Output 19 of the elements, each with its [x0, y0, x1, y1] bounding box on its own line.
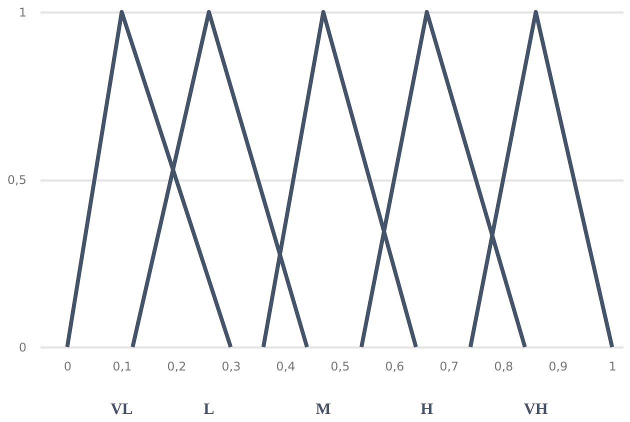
x-tick-label: 1 [608, 360, 616, 374]
text: L [204, 401, 214, 418]
y-tick-label: 0 [18, 340, 26, 354]
text: VL [110, 401, 133, 418]
y-tick-label: 0,5 [7, 173, 26, 187]
text: M [316, 401, 331, 418]
x-tick-label: 0,7 [440, 360, 459, 374]
x-tick-label: 0,6 [385, 360, 404, 374]
x-tick-label: 0,5 [330, 360, 350, 374]
y-tick-label: 1 [18, 6, 26, 20]
x-tick-label: 0,3 [222, 360, 241, 374]
x-tick-label: 0,4 [276, 360, 296, 374]
text: H [420, 401, 434, 418]
x-tick-label: 0,1 [112, 360, 132, 374]
x-tick-label: 0 [64, 360, 72, 374]
x-tick-label: 0,8 [494, 360, 514, 374]
x-tick-label: 0,9 [548, 360, 568, 374]
text: VH [524, 401, 548, 418]
x-tick-label: 0,2 [167, 360, 186, 374]
